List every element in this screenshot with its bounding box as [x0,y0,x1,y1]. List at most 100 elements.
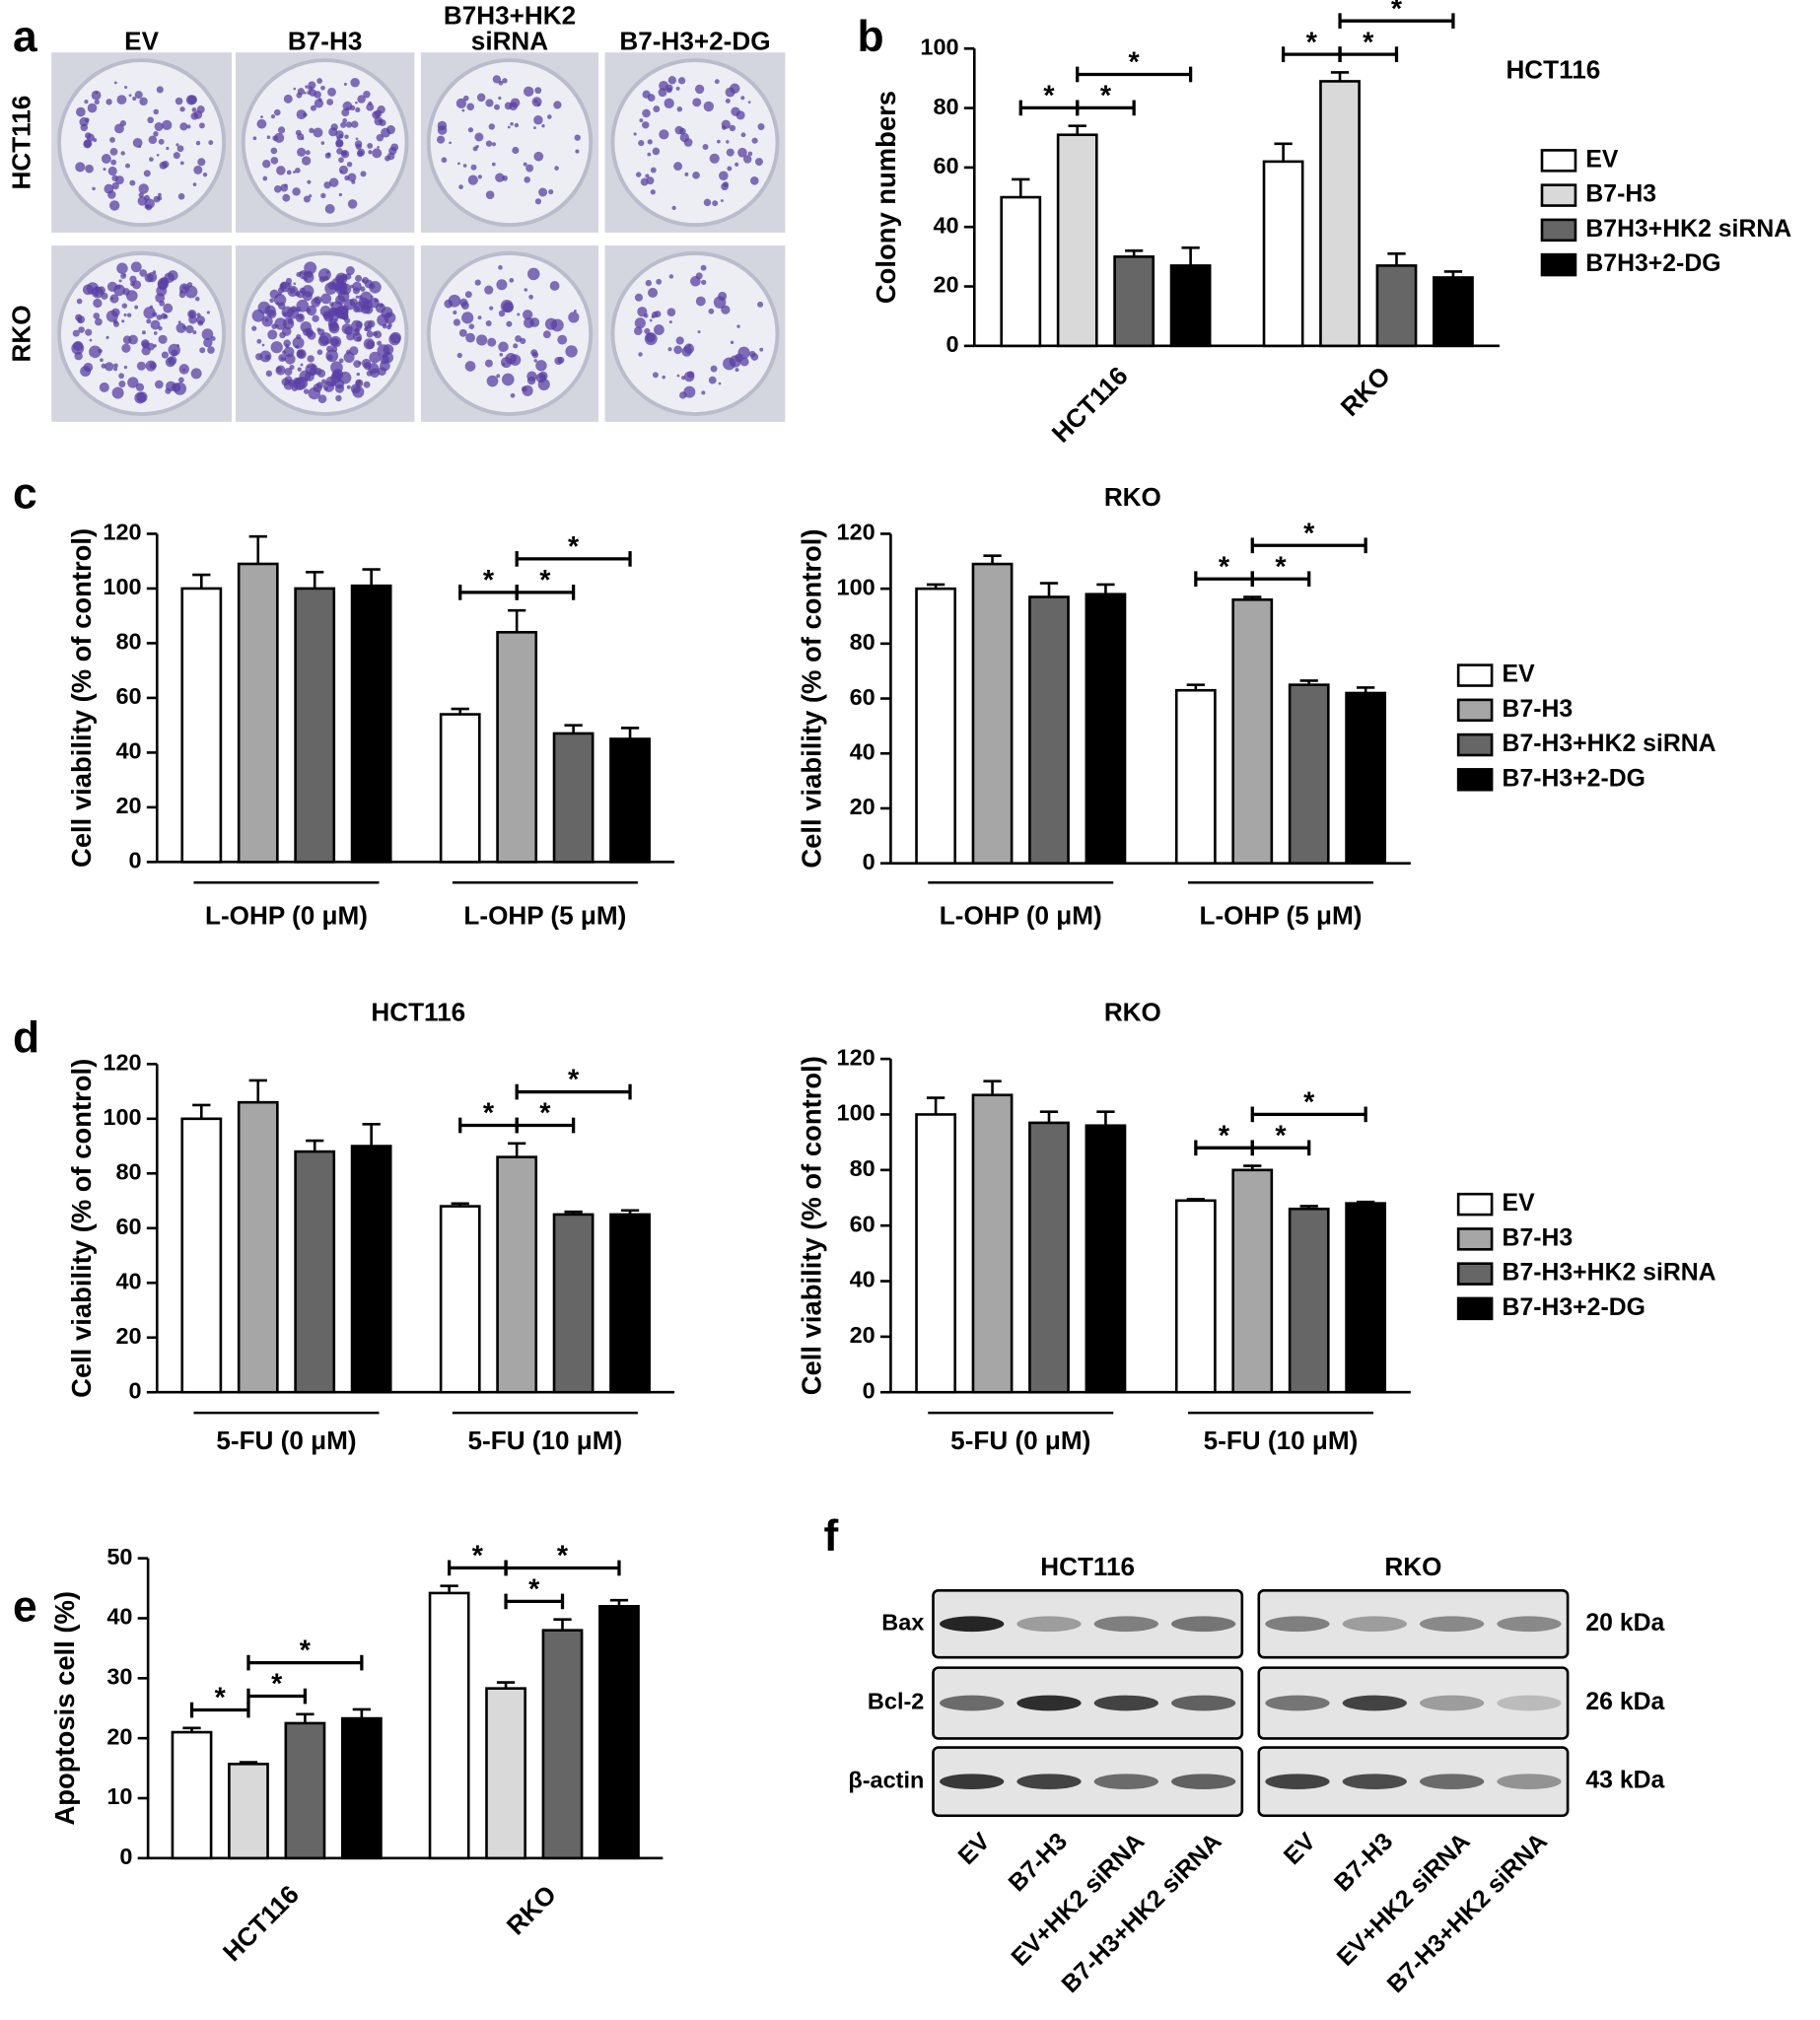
colony [178,364,190,375]
y-tick-label: 100 [103,574,141,599]
significance-label: * [1129,47,1141,79]
colony [385,155,390,162]
colony [101,292,108,300]
colony [549,281,560,291]
bar [237,1100,279,1394]
colony [355,137,359,141]
colony [93,298,103,309]
colony [513,343,519,349]
colony [541,124,545,128]
colony [557,356,565,364]
colony [304,261,317,275]
colony [336,136,341,141]
colony [640,177,649,186]
legend-label: B7-H3+2-DG [1503,1294,1645,1321]
colony [654,324,665,335]
colony [149,362,157,370]
colony [113,363,118,369]
colony [176,344,180,347]
bar [1433,276,1474,348]
colony [100,358,104,363]
significance-label: * [1306,27,1318,58]
bar [541,1629,584,1860]
colony [747,101,751,104]
colony [675,86,680,91]
colony [109,137,115,143]
colony [320,192,326,199]
colony [489,306,494,311]
colony [101,153,111,164]
blot-strip [932,1666,1244,1740]
colony [652,311,659,318]
colony [135,383,145,392]
bar [1085,592,1127,865]
y-tick-label: 40 [115,738,141,764]
significance-label: * [483,1098,495,1130]
legend-swatch [1456,663,1494,687]
colony [144,198,155,209]
colony [179,161,184,166]
colony [342,101,353,111]
colony [308,386,321,400]
colony [295,291,301,297]
colony [496,279,508,291]
colony [303,195,311,203]
colony [84,117,90,123]
colony [692,98,702,107]
significance-label: * [1363,27,1374,58]
colony [727,166,733,172]
row-label: HCT116 [6,96,35,190]
colony [345,121,353,128]
colony [384,312,396,324]
colony [309,127,315,134]
colony [293,87,297,91]
blot-band [1342,1774,1407,1789]
colony [123,273,126,277]
colony [162,119,173,130]
colony [150,319,161,330]
colony [267,309,277,318]
colony [305,277,309,281]
colony [644,327,651,335]
colony [662,375,665,380]
blot-band [1171,1616,1236,1633]
bar [439,1205,481,1394]
legend-swatch [1540,149,1577,173]
y-tick-label: 40 [933,212,958,238]
colony [529,317,540,327]
colony [491,142,497,147]
colony [709,153,720,164]
colony [526,267,540,281]
colony [524,288,528,292]
significance-label: * [568,1065,580,1096]
bar [340,1716,383,1860]
colony [574,134,581,141]
x-tick-label: 5-FU (0 μM) [216,1426,356,1455]
blot-band [1016,1774,1082,1789]
colony [642,108,651,118]
colony [542,330,551,339]
x-tick-label: HCT116 [217,1879,305,1967]
significance-label: * [271,1669,283,1701]
bar [439,713,481,864]
blot-band [1419,1616,1485,1633]
colony [175,97,183,105]
colony [363,91,371,99]
colony [441,157,448,164]
colony [302,285,315,298]
bar [609,1213,651,1394]
colony [273,294,287,307]
colony [723,357,736,371]
colony [338,358,344,364]
x-tick-label: HCT116 [1046,361,1134,449]
colony [262,159,271,169]
y-tick-label: 80 [850,629,875,655]
significance-label: * [483,565,495,596]
colony [282,350,287,355]
colony [113,367,118,372]
colony [553,101,562,109]
colony [320,293,332,305]
colony [461,108,465,112]
y-tick-label: 20 [115,793,141,818]
